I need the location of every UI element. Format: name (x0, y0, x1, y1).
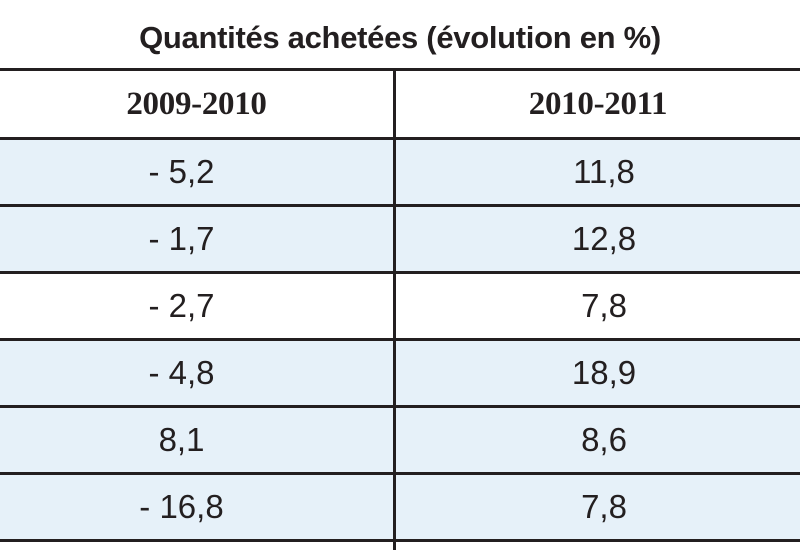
cell-2010-2011-value: 11,8 (573, 153, 635, 190)
cell-2010-2011: 12,8 (396, 207, 800, 271)
cell-2009-2010: - 5,2 (0, 140, 393, 204)
cell-2010-2011-value: 7,8 (581, 287, 627, 324)
row-divider (0, 405, 800, 408)
table-title: Quantités achetées (évolution en %) (139, 20, 661, 55)
cell-2010-2011-value: 8,6 (581, 421, 627, 458)
table-header-row: 2009-2010 2010-2011 (0, 71, 800, 137)
column-divider (393, 71, 396, 550)
cell-2010-2011: 8,6 (396, 408, 800, 472)
cell-2010-2011: 11,8 (396, 140, 800, 204)
cell-2009-2010: - 2,7 (0, 274, 393, 338)
table-row: - 16,8 7,8 (0, 475, 800, 539)
row-divider (0, 539, 800, 542)
table-row: - 1,7 12,8 (0, 207, 800, 271)
cell-2009-2010-value: - 1,7 (148, 220, 215, 257)
cell-2010-2011: 7,8 (396, 274, 800, 338)
table-row: 8,1 8,6 (0, 408, 800, 472)
title-divider (0, 68, 800, 71)
table-row: - 4,8 18,9 (0, 341, 800, 405)
cell-2009-2010-value: - 4,8 (148, 354, 215, 391)
row-divider (0, 271, 800, 274)
table-row: - 5,2 11,8 (0, 140, 800, 204)
cell-2010-2011-value: 12,8 (571, 220, 637, 257)
header-2010-2011: 2010-2011 (528, 85, 668, 122)
cell-2010-2011-value: 18,9 (571, 354, 637, 391)
table-row: - 2,7 7,8 (0, 274, 800, 338)
cell-2009-2010: - 16,8 (0, 475, 393, 539)
row-divider (0, 338, 800, 341)
cell-2009-2010-value: - 16,8 (139, 488, 224, 525)
cell-2009-2010-value: 8,1 (158, 421, 205, 458)
row-divider (0, 204, 800, 207)
table-title-row: Quantités achetées (évolution en %) (0, 0, 800, 68)
cell-2009-2010-value: - 5,2 (148, 153, 215, 190)
header-2009-2010: 2009-2010 (126, 85, 267, 122)
cell-2010-2011-value: 7,8 (581, 488, 627, 525)
cell-2009-2010: 8,1 (0, 408, 393, 472)
row-divider (0, 472, 800, 475)
cell-2009-2010-value: - 2,7 (148, 287, 215, 324)
cell-2010-2011: 18,9 (396, 341, 800, 405)
cell-2009-2010: - 4,8 (0, 341, 393, 405)
cell-2009-2010: - 1,7 (0, 207, 393, 271)
cell-2010-2011: 7,8 (396, 475, 800, 539)
header-divider (0, 137, 800, 140)
